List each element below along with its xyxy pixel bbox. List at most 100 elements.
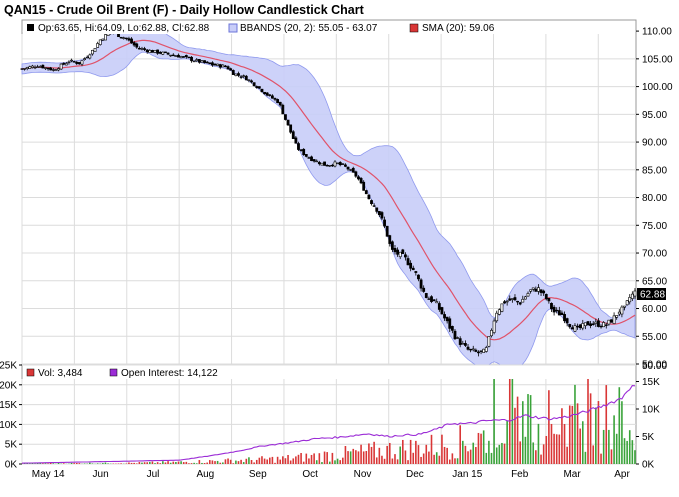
volume-bar-182 xyxy=(495,447,498,464)
candle-body xyxy=(354,171,358,177)
candle-body xyxy=(244,75,248,81)
oi-legend: Open Interest: 14,122 xyxy=(121,368,218,379)
candle-body xyxy=(179,56,183,59)
ohlc-legend: Op:63.65, Hi:64.09, Lo:62.88, Cl:62.88 xyxy=(38,23,210,34)
candle-body xyxy=(132,42,136,46)
volume-bar-104 xyxy=(292,458,295,464)
volume-bar-79 xyxy=(227,458,229,464)
candle-157 xyxy=(430,295,433,304)
candle-183 xyxy=(497,308,501,316)
bbands-legend: BBANDS (20, 2): 55.05 - 63.07 xyxy=(240,23,378,34)
candle-body xyxy=(367,194,371,200)
open-interest-line xyxy=(21,385,636,464)
candle-body xyxy=(328,165,332,167)
candle-150 xyxy=(411,265,415,271)
candle-body xyxy=(456,337,459,339)
candle-body xyxy=(98,39,102,45)
candle-body xyxy=(628,297,632,303)
candle-233 xyxy=(628,294,632,305)
candle-173 xyxy=(471,345,475,352)
candle-body xyxy=(257,86,261,89)
volume-bar-48 xyxy=(146,462,148,464)
candle-205 xyxy=(555,307,559,314)
volume-bar-61 xyxy=(180,461,182,464)
candle-149 xyxy=(409,260,413,272)
candle-191 xyxy=(518,301,522,306)
volume-y-axis: 0K 5K 10K 15K 20K 25K 0K 5K 10K 15K 50.00 xyxy=(0,361,667,471)
candle-39 xyxy=(122,36,126,40)
candle-body xyxy=(265,92,269,96)
candle-body xyxy=(388,235,392,244)
candle-body xyxy=(231,70,235,75)
vol-legend: Vol: 3,484 xyxy=(38,368,83,379)
candle-94 xyxy=(265,92,269,97)
bollinger-band-area xyxy=(21,22,636,373)
volume-bar-109 xyxy=(305,453,308,464)
candle-114 xyxy=(317,160,321,166)
volume-bar-64 xyxy=(188,463,190,464)
candle-145 xyxy=(398,251,402,260)
candle-153 xyxy=(419,278,423,292)
candle-136 xyxy=(375,207,379,214)
candle-body xyxy=(341,163,345,165)
candle-body xyxy=(492,320,496,333)
candle-body xyxy=(25,67,29,69)
candle-body xyxy=(377,211,381,215)
candle-body xyxy=(500,303,504,312)
candle-83 xyxy=(237,71,240,78)
candle-182 xyxy=(495,310,499,323)
volume-bar-192 xyxy=(521,401,524,464)
candle-201 xyxy=(544,293,548,301)
candle-body xyxy=(505,300,509,303)
x-axis: May 14 Jun Jul Aug Sep Oct Nov Dec Jan 15 Feb Mar A… xyxy=(32,469,631,480)
candle-body xyxy=(80,60,84,65)
volume-bar-202 xyxy=(548,390,550,464)
volume-bar-66 xyxy=(193,462,195,464)
candle-body xyxy=(411,267,415,271)
volume-bar-211 xyxy=(571,405,574,464)
candle-26 xyxy=(88,53,92,60)
candle-122 xyxy=(338,161,342,167)
candle-body xyxy=(211,62,214,66)
candle-body xyxy=(320,162,324,166)
candle-body xyxy=(560,312,564,316)
candle-211 xyxy=(570,325,574,330)
volume-bar-190 xyxy=(516,396,519,464)
volume-bar-224 xyxy=(605,385,608,464)
candle-body xyxy=(458,338,462,345)
candle-body xyxy=(336,162,340,165)
candle-171 xyxy=(466,343,470,351)
candle-200 xyxy=(542,289,546,296)
candle-body xyxy=(440,307,444,315)
candle-234 xyxy=(630,291,634,302)
volume-bar-135 xyxy=(373,441,375,464)
volume-bar-101 xyxy=(284,458,287,464)
candle-222 xyxy=(599,324,603,329)
candle-132 xyxy=(364,189,368,195)
candle-body xyxy=(143,48,146,50)
volume-bar-54 xyxy=(162,461,164,464)
candle-body xyxy=(242,75,246,77)
candle-body xyxy=(104,34,107,41)
candle-body xyxy=(419,279,423,289)
candle-body xyxy=(44,67,47,69)
candle-body xyxy=(291,131,295,139)
candle-body xyxy=(471,348,475,351)
candle-21 xyxy=(75,60,79,66)
candle-body xyxy=(200,60,204,63)
candle-body xyxy=(510,298,514,300)
volume-bar-11 xyxy=(49,462,52,464)
candle-body xyxy=(623,305,626,308)
volume-bar-107 xyxy=(300,452,302,464)
last-price-label: 62.88 xyxy=(640,290,665,301)
candle-body xyxy=(171,54,175,57)
candle-76 xyxy=(218,63,222,70)
volume-bar-164 xyxy=(448,459,451,464)
candle-body xyxy=(555,309,559,312)
volume-bar-178 xyxy=(485,452,488,464)
candle-19 xyxy=(70,58,73,63)
candle-body xyxy=(33,66,37,69)
candle-body xyxy=(260,88,264,93)
volume-bar-80 xyxy=(229,459,232,464)
volume-bar-141 xyxy=(388,442,391,464)
